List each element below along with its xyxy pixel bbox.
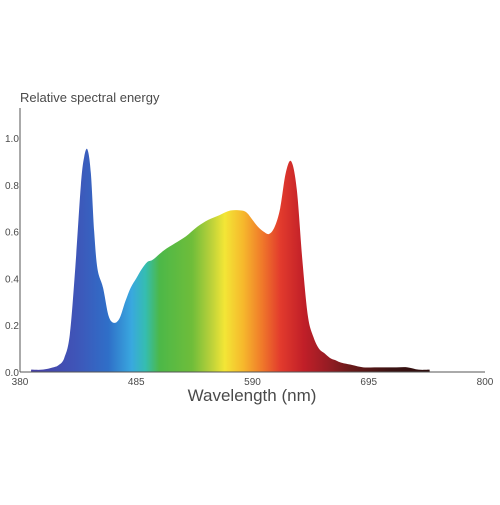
y-tick-labels: 0.0 0.2 0.4 0.6 0.8 1.0: [5, 134, 19, 379]
x-tick-label: 380: [12, 377, 29, 388]
y-tick-label: 0.2: [5, 321, 19, 332]
y-axis-title: Relative spectral energy: [20, 90, 160, 105]
x-tick-label: 590: [244, 377, 261, 388]
x-tick-label: 800: [477, 377, 494, 388]
y-tick-label: 0.4: [5, 274, 19, 285]
x-axis-title: Wavelength (nm): [188, 386, 317, 405]
x-tick-labels: 380 485 590 695 800: [12, 377, 494, 388]
x-tick-label: 485: [128, 377, 145, 388]
y-tick-label: 1.0: [5, 134, 19, 145]
x-tick-label: 695: [360, 377, 377, 388]
y-tick-label: 0.8: [5, 181, 19, 192]
y-tick-label: 0.6: [5, 228, 19, 239]
spectrum-area: [31, 148, 430, 372]
y-tick-label: 0.0: [5, 368, 19, 379]
